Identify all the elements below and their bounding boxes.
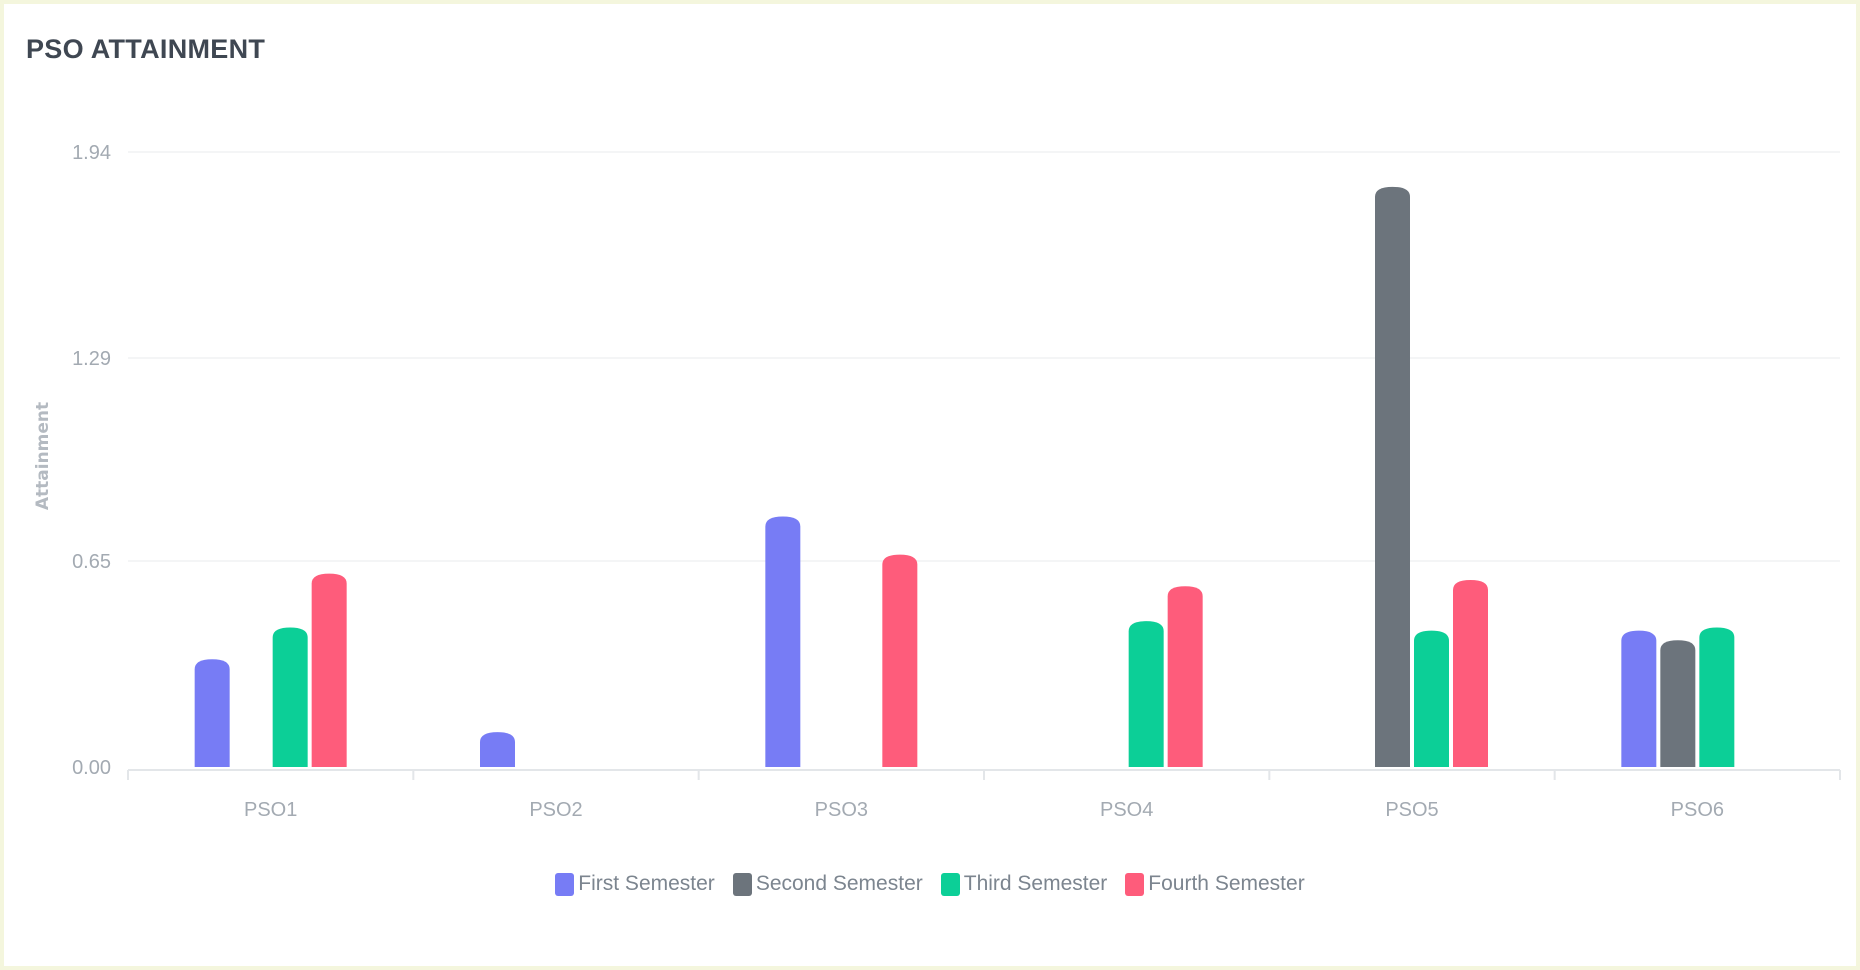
bar-pso1-series-3[interactable] [272,627,308,767]
legend-swatch [1125,872,1145,896]
x-tick-label: PSO4 [1100,799,1153,821]
bar-pso3-series-4[interactable] [882,554,918,767]
bar-pso5-series-4[interactable] [1453,579,1488,767]
x-tick-label: PSO3 [815,799,868,821]
bar-pso6-series-2[interactable] [1660,640,1696,767]
legend-item[interactable]: Third Semester [940,872,1108,896]
bar-pso4-series-3[interactable] [1128,621,1164,767]
bar-chart: 0.00 0.65 1.29 1.94 Attainment PSO1 PSO2 PSO3 PS… [33,142,1841,821]
bar-pso5-series-2[interactable] [1375,186,1410,767]
bar-pso1-series-4[interactable] [311,573,347,767]
y-axis-title: Attainment [33,402,53,510]
y-tick-label: 0.00 [72,757,111,779]
legend-label: Fourth Semester [1148,872,1305,895]
legend-label: Third Semester [963,872,1108,895]
y-tick-label: 0.65 [72,551,111,573]
bar-pso1-series-1[interactable] [194,659,230,767]
x-tick-label: PSO1 [244,799,297,821]
legend-label: Second Semester [755,872,923,895]
legend-item[interactable]: Fourth Semester [1125,872,1305,896]
bar-pso3-series-1[interactable] [765,516,801,767]
bar-pso2-series-1[interactable] [480,732,515,767]
chart-card: PSO ATTAINMENT 0.00 0.65 1.29 1.94 Attainmen… [4,4,1856,966]
bar-pso6-series-1[interactable] [1621,630,1657,767]
legend-swatch [732,872,752,896]
chart-title: PSO ATTAINMENT [26,34,266,64]
x-tick-label: PSO6 [1671,799,1724,821]
bar-pso5-series-3[interactable] [1414,630,1449,767]
y-tick-label: 1.29 [72,348,111,370]
bar-pso6-series-3[interactable] [1699,627,1735,767]
y-tick-label: 1.94 [72,142,111,164]
legend-item[interactable]: Second Semester [732,872,923,896]
x-tick-label: PSO2 [529,799,582,821]
chart-legend: First Semester Second Semester Third Semes… [4,872,1856,896]
x-tick-label: PSO5 [1385,799,1438,821]
legend-swatch [940,872,960,896]
legend-item[interactable]: First Semester [555,872,715,896]
bar-pso4-series-4[interactable] [1167,586,1203,767]
legend-swatch [555,872,575,896]
legend-label: First Semester [578,872,715,895]
